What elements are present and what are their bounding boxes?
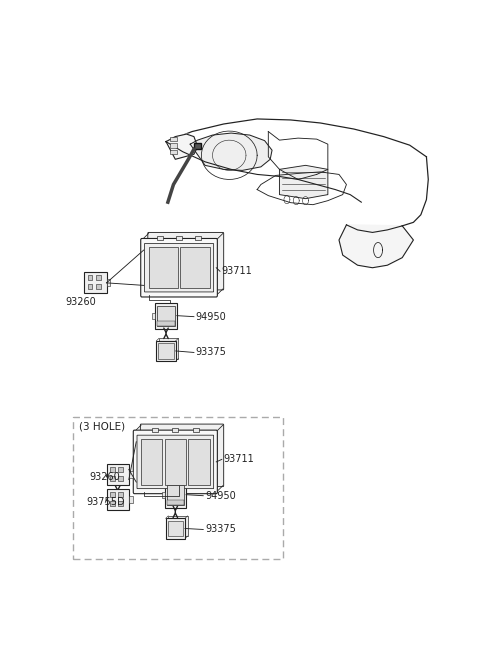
Bar bbox=[157, 321, 175, 326]
Bar bbox=[155, 303, 177, 329]
Bar bbox=[88, 284, 92, 290]
Bar bbox=[172, 428, 178, 432]
Bar bbox=[170, 143, 177, 147]
Bar bbox=[119, 476, 123, 481]
Text: 93260: 93260 bbox=[90, 472, 120, 482]
Bar bbox=[195, 236, 201, 240]
Bar bbox=[119, 501, 123, 506]
Bar bbox=[157, 305, 175, 326]
Bar bbox=[129, 496, 132, 503]
Bar bbox=[159, 339, 178, 358]
Text: (3 HOLE): (3 HOLE) bbox=[79, 422, 125, 432]
Bar bbox=[148, 247, 178, 288]
Bar bbox=[156, 341, 176, 361]
Bar bbox=[167, 485, 184, 505]
FancyBboxPatch shape bbox=[141, 238, 217, 297]
Bar bbox=[167, 500, 184, 505]
Bar bbox=[119, 492, 123, 497]
Bar bbox=[168, 521, 183, 536]
Bar bbox=[157, 236, 163, 240]
Bar bbox=[165, 481, 186, 508]
Bar bbox=[165, 439, 186, 485]
Text: 94950: 94950 bbox=[205, 491, 236, 500]
Bar bbox=[110, 476, 115, 481]
Bar bbox=[88, 275, 92, 280]
Bar bbox=[170, 137, 177, 141]
Text: 93755D: 93755D bbox=[86, 497, 125, 507]
Bar bbox=[162, 492, 165, 498]
Bar bbox=[107, 279, 110, 286]
Bar bbox=[110, 492, 115, 497]
Bar bbox=[176, 236, 182, 240]
Text: 93260: 93260 bbox=[65, 297, 96, 307]
FancyBboxPatch shape bbox=[148, 233, 224, 290]
Text: 93711: 93711 bbox=[224, 455, 254, 464]
Text: 93711: 93711 bbox=[222, 267, 252, 276]
Bar bbox=[96, 284, 100, 290]
Bar bbox=[170, 150, 177, 155]
Polygon shape bbox=[190, 133, 272, 170]
Bar bbox=[141, 439, 162, 485]
Bar bbox=[119, 467, 123, 472]
Bar bbox=[152, 312, 155, 319]
Bar bbox=[188, 439, 210, 485]
FancyBboxPatch shape bbox=[144, 244, 214, 292]
FancyBboxPatch shape bbox=[133, 430, 217, 494]
Bar bbox=[84, 272, 107, 293]
Text: 94950: 94950 bbox=[196, 312, 227, 322]
FancyBboxPatch shape bbox=[137, 435, 214, 489]
Bar bbox=[180, 247, 210, 288]
Bar bbox=[73, 417, 283, 559]
Bar bbox=[107, 489, 129, 510]
Bar bbox=[168, 516, 188, 536]
Polygon shape bbox=[166, 134, 198, 159]
Text: 93375: 93375 bbox=[196, 347, 227, 358]
Bar bbox=[96, 275, 100, 280]
Polygon shape bbox=[339, 225, 413, 268]
Bar bbox=[158, 343, 174, 358]
Bar bbox=[129, 471, 132, 478]
Text: 93375: 93375 bbox=[205, 525, 236, 534]
Bar bbox=[166, 518, 185, 538]
Bar bbox=[152, 428, 158, 432]
Polygon shape bbox=[279, 165, 328, 198]
FancyBboxPatch shape bbox=[140, 424, 224, 487]
Bar bbox=[110, 501, 115, 506]
Bar bbox=[194, 143, 201, 149]
Bar bbox=[110, 467, 115, 472]
Bar bbox=[107, 464, 129, 485]
Bar bbox=[193, 428, 199, 432]
